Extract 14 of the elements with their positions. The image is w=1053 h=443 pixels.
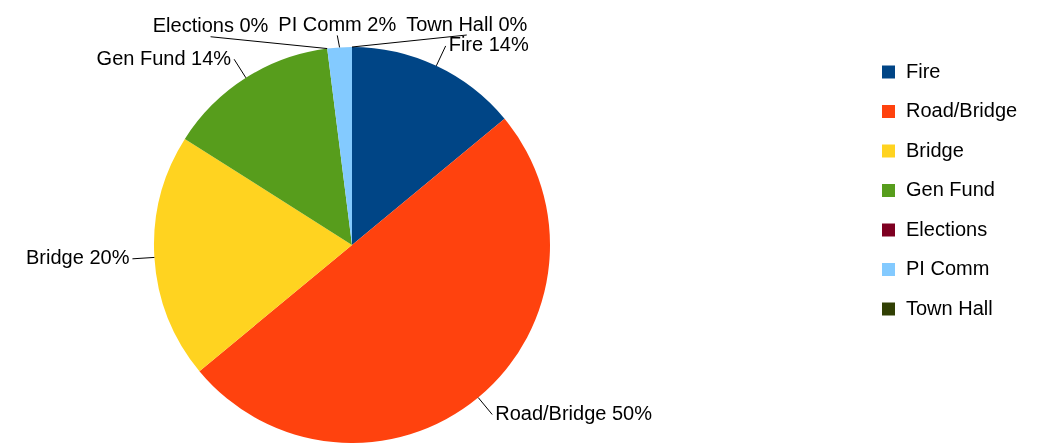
data-label: PI Comm 2%	[278, 12, 397, 35]
legend-label: Elections	[906, 217, 988, 240]
text: Town Hall 0%	[406, 12, 528, 35]
legend-label: Bridge	[906, 138, 964, 161]
legend-label: Fire	[906, 59, 941, 82]
legend-label: Gen Fund	[906, 178, 995, 201]
data-label: Bridge 20%	[26, 246, 130, 269]
text: Elections 0%	[152, 14, 269, 37]
legend-label: Town Hall	[906, 296, 993, 319]
legend-label: PI Comm	[906, 257, 990, 280]
data-label: Road/Bridge 50%	[495, 402, 653, 425]
data-label: Fire 14%	[448, 33, 529, 56]
legend-label: Road/Bridge	[906, 99, 1018, 122]
data-label: Gen Fund 14%	[96, 46, 232, 69]
